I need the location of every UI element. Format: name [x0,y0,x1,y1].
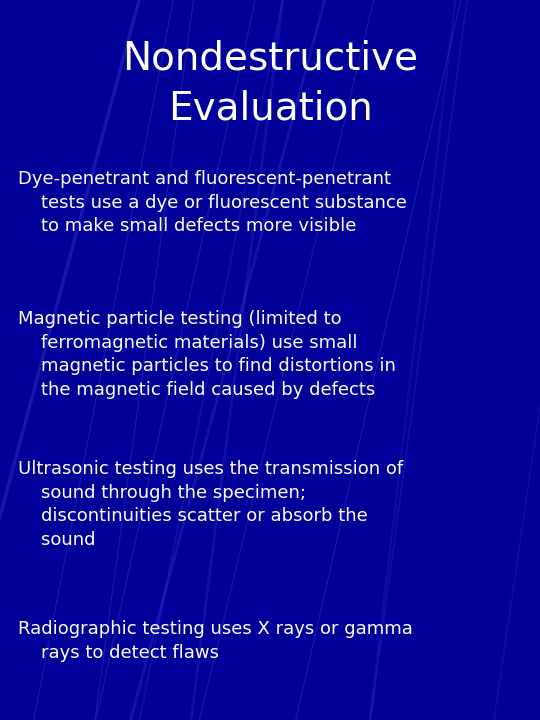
Text: Nondestructive: Nondestructive [122,40,418,78]
Text: Dye-penetrant and fluorescent-penetrant
    tests use a dye or fluorescent subst: Dye-penetrant and fluorescent-penetrant … [18,170,407,235]
Text: Magnetic particle testing (limited to
    ferromagnetic materials) use small
   : Magnetic particle testing (limited to fe… [18,310,396,399]
Text: Radiographic testing uses X rays or gamma
    rays to detect flaws: Radiographic testing uses X rays or gamm… [18,620,413,662]
Text: Ultrasonic testing uses the transmission of
    sound through the specimen;
    : Ultrasonic testing uses the transmission… [18,460,403,549]
Text: Evaluation: Evaluation [167,90,373,128]
